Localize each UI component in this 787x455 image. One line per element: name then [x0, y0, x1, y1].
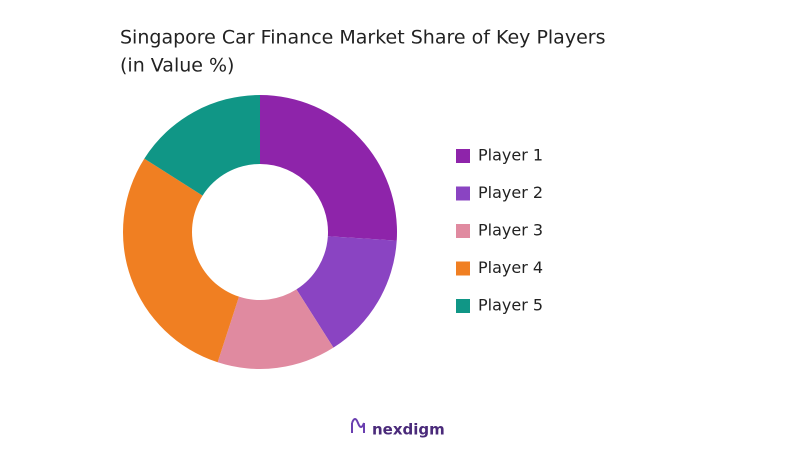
chart-title: Singapore Car Finance Market Share of Ke…: [120, 27, 605, 49]
legend-swatch: [456, 149, 470, 163]
chart-subtitle: (in Value %): [120, 55, 234, 77]
legend-swatch: [456, 261, 470, 276]
brand-name: nexdigm: [372, 421, 445, 439]
donut-slice: [144, 95, 260, 196]
legend-swatch: [456, 224, 470, 238]
brand-logo: [351, 418, 365, 433]
legend-label: Player 3: [478, 221, 543, 240]
legend-label: Player 4: [478, 258, 543, 277]
legend-label: Player 5: [478, 296, 543, 315]
donut-slice: [122, 158, 239, 363]
legend-label: Player 2: [478, 183, 543, 202]
donut-slice: [217, 289, 334, 369]
donut-slice: [260, 95, 397, 241]
donut-slice: [296, 236, 397, 348]
legend-swatch: [456, 299, 470, 313]
legend-swatch: [456, 186, 470, 201]
legend-label: Player 1: [478, 146, 543, 165]
